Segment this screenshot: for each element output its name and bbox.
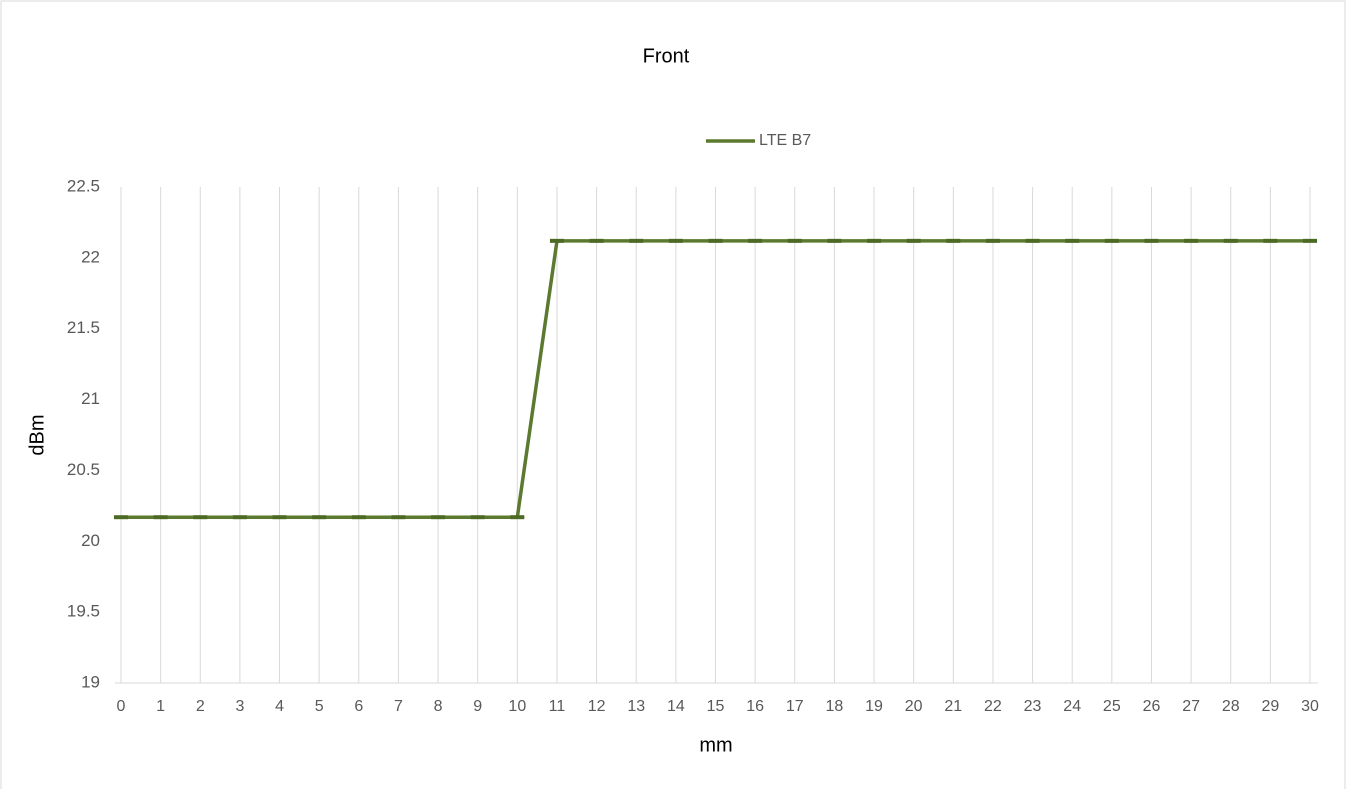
x-tick-label: 4: [275, 698, 284, 715]
x-tick-label: 18: [826, 698, 844, 715]
y-axis-label: dBm: [26, 414, 48, 455]
x-tick-label: 27: [1182, 698, 1200, 715]
x-tick-label: 15: [707, 698, 725, 715]
x-tick-label: 6: [354, 698, 363, 715]
x-tick-label: 30: [1301, 698, 1319, 715]
x-tick-label: 9: [473, 698, 482, 715]
x-tick-label: 21: [944, 698, 962, 715]
x-tick-label: 2: [196, 698, 205, 715]
y-tick-label: 20.5: [67, 460, 100, 479]
y-tick-label: 22: [81, 247, 100, 266]
x-tick-label: 3: [235, 698, 244, 715]
x-tick-label: 16: [746, 698, 764, 715]
x-tick-label: 17: [786, 698, 804, 715]
x-tick-label: 22: [984, 698, 1002, 715]
chart-title: Front: [643, 45, 690, 67]
x-tick-label: 8: [434, 698, 443, 715]
x-tick-label: 10: [508, 698, 526, 715]
x-axis-label: mm: [699, 734, 732, 756]
y-tick-label: 22.5: [67, 176, 100, 195]
x-tick-label: 13: [627, 698, 645, 715]
x-tick-label: 11: [549, 698, 566, 715]
y-tick-label: 21: [81, 389, 100, 408]
legend-label: LTE B7: [759, 132, 811, 149]
x-tick-label: 29: [1261, 698, 1279, 715]
x-tick-label: 20: [905, 698, 923, 715]
x-tick-label: 0: [117, 698, 126, 715]
y-tick-label: 20: [81, 531, 100, 550]
x-tick-label: 14: [667, 698, 685, 715]
x-tick-label: 23: [1024, 698, 1042, 715]
x-tick-label: 7: [394, 698, 403, 715]
x-tick-label: 5: [315, 698, 324, 715]
x-tick-label: 1: [156, 698, 165, 715]
x-tick-label: 19: [865, 698, 883, 715]
y-tick-label: 21.5: [67, 318, 100, 337]
x-tick-label: 26: [1143, 698, 1161, 715]
y-tick-label: 19.5: [67, 602, 100, 621]
x-tick-label: 28: [1222, 698, 1240, 715]
x-tick-label: 24: [1063, 698, 1081, 715]
y-tick-label: 19: [81, 672, 100, 691]
x-tick-label: 12: [588, 698, 606, 715]
x-tick-label: 25: [1103, 698, 1121, 715]
